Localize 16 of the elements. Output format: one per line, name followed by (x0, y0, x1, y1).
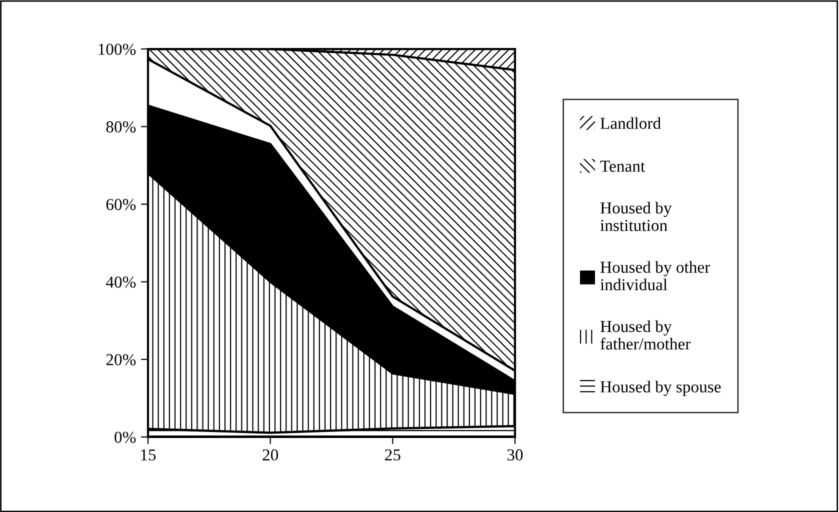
legend-label: Housed by father/mother (600, 320, 691, 350)
y-tick-label: 80% (106, 121, 136, 133)
x-tick-label: 25 (385, 449, 400, 461)
legend-label: Landlord (600, 117, 661, 129)
x-tick-label: 20 (262, 449, 278, 461)
y-tick-label: 0% (114, 432, 136, 443)
y-tick-label: 40% (106, 276, 136, 288)
y-tick-label: 100% (98, 44, 136, 55)
y-tick-label: 20% (106, 354, 136, 366)
legend-label: Housed by other individual (600, 261, 710, 290)
x-tick-label: 15 (141, 449, 156, 461)
legend-label: Housed by spouse (600, 380, 721, 396)
legend-label: Tenant (600, 160, 646, 172)
y-tick-label: 60% (106, 198, 136, 210)
text: Housed by institution (600, 202, 672, 232)
x-tick-label: 30 (507, 449, 523, 461)
